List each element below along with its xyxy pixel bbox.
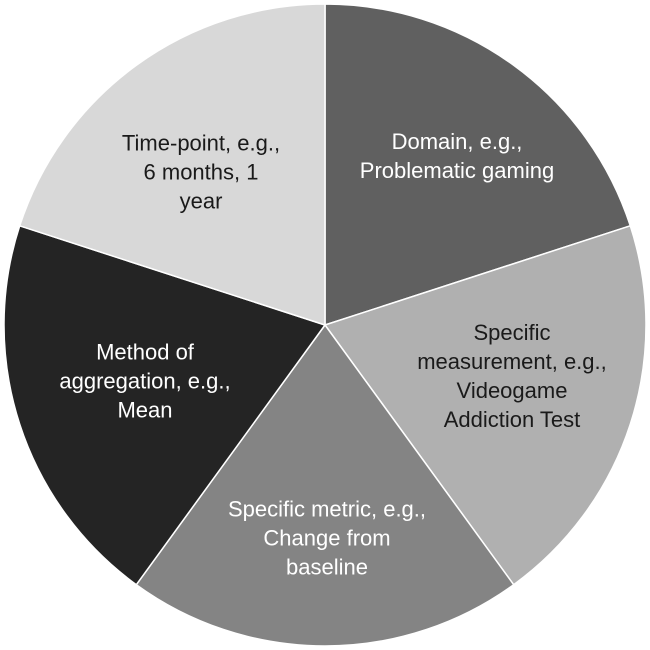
label-line: Addiction Test — [443, 407, 581, 432]
pie-slice-measurement — [323, 224, 647, 586]
label-line: year — [179, 188, 223, 214]
label-line: Change from — [263, 525, 391, 551]
label-line: aggregation, e.g., — [59, 368, 231, 394]
pie-slice-domain — [324, 3, 632, 327]
pie-slice-aggregation — [3, 224, 327, 586]
label-line: Mean — [117, 397, 173, 423]
segment-label-metric: Specific metric, e.g., Change from basel… — [197, 495, 457, 582]
pie-slice-timepoint — [18, 3, 326, 327]
label-line: Method of — [96, 339, 194, 365]
pie-slice-metric — [135, 323, 515, 647]
label-line: Videogame — [456, 378, 568, 403]
label-line: Specific — [473, 320, 551, 345]
label-line: 6 months, 1 — [143, 159, 259, 185]
label-line: baseline — [286, 554, 368, 580]
label-line: Specific metric, e.g., — [227, 496, 427, 522]
segment-label-measurement: Specific measurement, e.g., Videogame Ad… — [397, 318, 627, 434]
label-line: measurement, e.g., — [417, 349, 607, 374]
segment-label-timepoint: Time-point, e.g., 6 months, 1 year — [91, 129, 311, 216]
label-line: Time-point, e.g., — [121, 130, 281, 156]
label-line: Domain, e.g., — [391, 129, 523, 154]
segment-label-domain: Domain, e.g., Problematic gaming — [327, 127, 587, 185]
segment-label-aggregation: Method of aggregation, e.g., Mean — [45, 338, 245, 425]
label-line: Problematic gaming — [359, 158, 555, 183]
